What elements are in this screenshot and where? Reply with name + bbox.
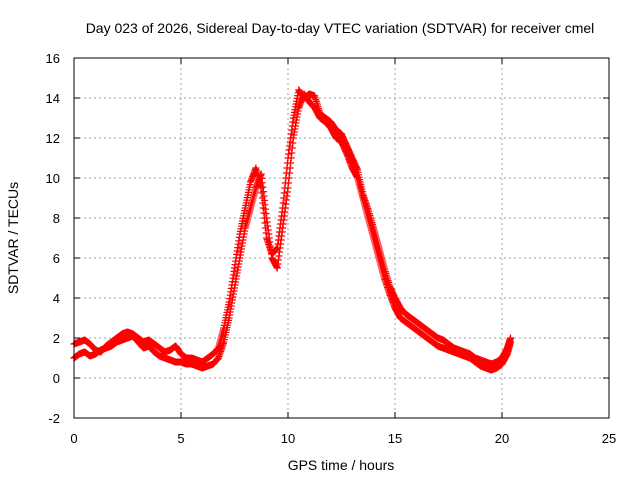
axis-ticks: 0 5 10 15 20 25 -2 0 2 4 6 8 10 12 14 16 [46,51,617,446]
plot-frame [73,57,610,419]
y-tick-label: 10 [46,171,60,186]
x-tick-label: 5 [177,431,184,446]
series-1 [70,86,515,368]
data-points [70,86,515,374]
y-tick-label: 2 [53,331,60,346]
y-tick-label: 4 [53,291,60,306]
x-tick-label: 20 [495,431,509,446]
chart-title: Day 023 of 2026, Sidereal Day-to-day VTE… [86,20,595,36]
y-tick-label: 16 [46,51,60,66]
y-tick-label: -2 [48,411,60,426]
y-tick-label: 14 [46,91,60,106]
x-tick-label: 0 [70,431,77,446]
x-tick-label: 10 [281,431,295,446]
point-marker [507,334,515,342]
y-tick-label: 8 [53,211,60,226]
x-tick-label: 25 [602,431,616,446]
grid [74,58,609,418]
y-tick-label: 0 [53,371,60,386]
x-tick-label: 15 [388,431,402,446]
y-tick-label: 12 [46,131,60,146]
y-tick-label: 6 [53,251,60,266]
x-axis-label: GPS time / hours [288,457,395,473]
y-axis-label: SDTVAR / TECUs [5,182,21,294]
